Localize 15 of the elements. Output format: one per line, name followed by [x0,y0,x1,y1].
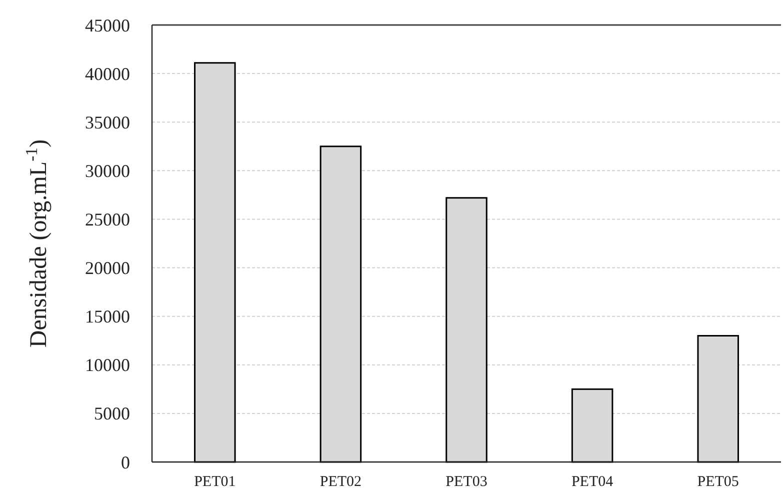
y-tick-label: 0 [121,452,130,472]
x-tick-label: PET03 [446,474,488,490]
x-tick-label: PET02 [320,474,362,490]
y-tick-label: 15000 [85,306,130,327]
x-tick-label: PET04 [571,474,614,490]
x-tick-label: PET05 [697,474,739,490]
x-tick-label: PET01 [194,474,236,490]
y-tick-label: 45000 [85,15,130,36]
y-tick-label: 30000 [85,160,130,181]
y-tick-label: 5000 [94,404,130,424]
y-tick-label: 10000 [85,355,130,376]
y-tick-label: 25000 [85,210,130,230]
y-tick-label: 35000 [85,112,130,132]
y-tick-label: 40000 [85,64,130,84]
y-tick-label: 20000 [85,258,130,278]
